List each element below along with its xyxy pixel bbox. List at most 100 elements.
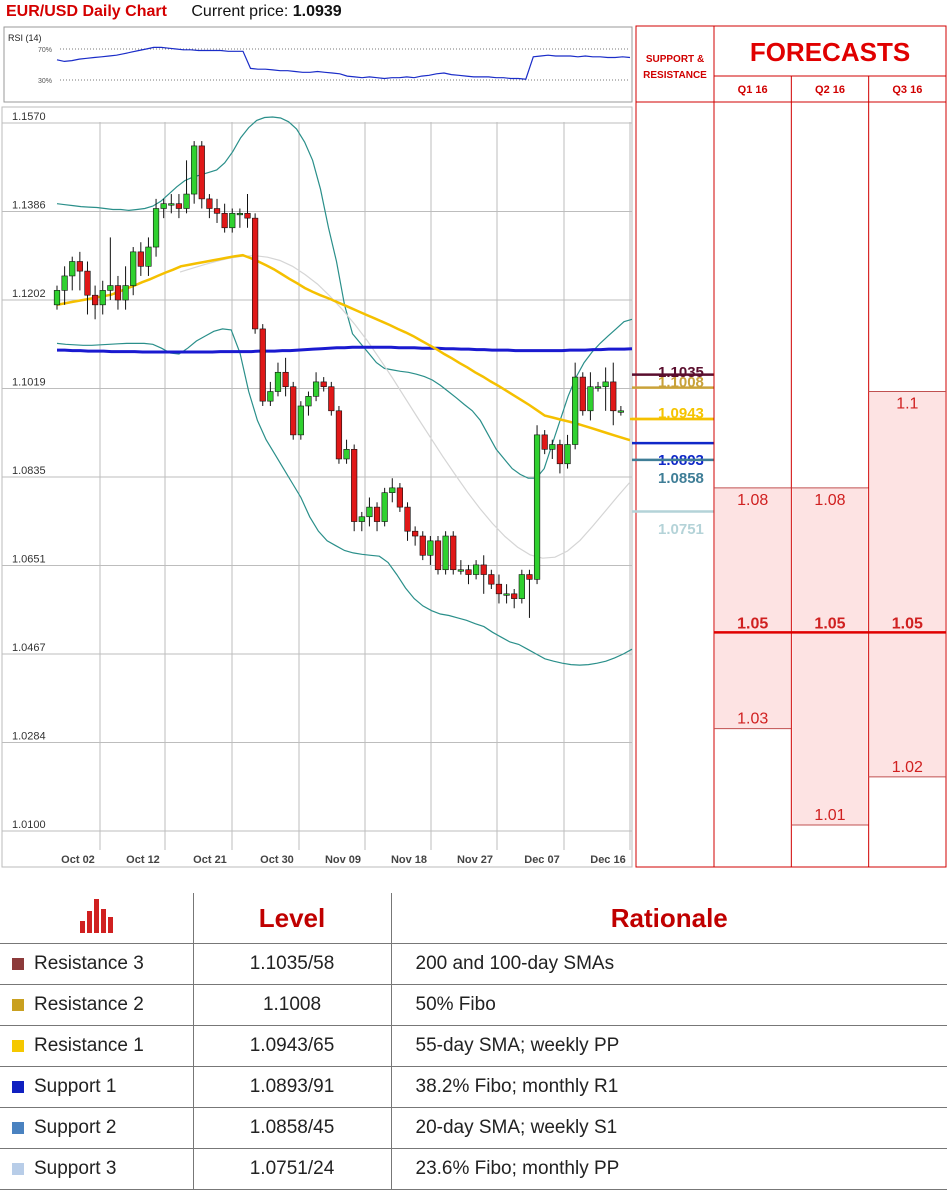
candle [480,555,487,594]
forecast-range [792,487,868,825]
level-swatch [12,999,24,1011]
forecast-low-label: 1.02 [892,759,923,776]
candle [366,497,373,527]
candle [389,478,396,503]
candle [572,362,579,450]
x-tick-label: Oct 12 [126,854,160,866]
sr-level-label: 1.1008 [658,374,704,391]
candle [579,372,586,416]
candle [556,439,564,474]
candle [511,589,518,609]
rationale-column-header: Rationale [390,893,947,944]
forecast-column: Q3 16 1.1 1.05 1.02 [868,76,946,867]
level-name-text: Support 1 [34,1076,117,1097]
forecast-high-label: 1.08 [814,492,845,509]
forecast-range [869,391,945,777]
y-tick-label: 1.1570 [12,111,46,123]
candle [457,560,464,575]
candle [343,439,350,464]
level-name-text: Resistance 3 [34,953,144,974]
candle [594,381,602,392]
level-swatch [12,958,24,970]
candle [419,531,426,561]
candle [533,425,541,585]
candle [404,502,411,541]
x-tick-label: Dec 16 [590,854,625,866]
x-tick-label: Nov 09 [325,854,361,866]
price-chart: 1.1570 1.1386 1.1202 1.1019 1.0835 1.0651 1.04… [1,106,633,868]
level-name: Support 1 [0,1066,194,1108]
x-tick-label: Oct 02 [61,854,95,866]
candle [335,405,343,464]
quarter-label: Q3 16 [892,84,922,96]
candle [526,569,533,618]
rsi-level-70-label: 70% [38,47,52,54]
level-value: 1.0893/91 [192,1066,392,1108]
sr-level-label: 1.1035 [658,364,704,381]
rsi-level-30-label: 30% [38,78,52,85]
sr-title: SUPPORT & RESISTANCE [643,54,707,81]
forecast-low-label: 1.03 [737,711,768,728]
candle [92,285,99,320]
candle [602,367,609,411]
candle [564,434,571,469]
level-name: Support 3 [0,1148,194,1190]
y-tick-label: 1.1386 [12,200,46,212]
y-tick-label: 1.1019 [12,377,46,389]
forecast-title: FORECASTS [750,37,910,67]
candle [412,526,419,546]
x-tick-label: Nov 18 [391,854,427,866]
candle [442,531,449,575]
candle [297,401,304,440]
levels-table-row: Resistance 3 1.1035/58 200 and 100-day SMA… [0,943,947,985]
candle [122,266,129,310]
levels-table-row: Support 1 1.0893/91 38.2% Fibo; monthly R1 [0,1066,947,1108]
candle [160,198,167,219]
y-tick-label: 1.1202 [12,288,46,300]
chart-area: RSI (14) 70% 30% 1.1570 1.1386 1.1202 1.101… [1,25,947,868]
level-rationale: 200 and 100-day SMAs [390,943,947,985]
candle [518,569,525,604]
candle [213,198,221,223]
levels-table-row: Support 3 1.0751/24 23.6% Fibo; monthly PP [0,1148,947,1190]
candle [130,247,137,296]
candle [396,483,404,512]
levels-table-row: Resistance 2 1.1008 50% Fibo [0,984,947,1026]
y-tick-label: 1.0467 [12,642,46,654]
x-tick-label: Nov 27 [457,854,493,866]
level-name: Resistance 2 [0,984,194,1026]
sma-55-line [56,253,631,442]
sr-panel: SUPPORT & RESISTANCE 1.10351.10081.09431.… [630,25,715,868]
current-price-label: Current price: [191,3,289,20]
x-tick-label: Oct 21 [193,854,227,866]
level-rationale: 50% Fibo [390,984,947,1026]
y-tick-label: 1.0100 [12,819,46,831]
chart-title: EUR/USD Daily Chart [6,3,167,20]
candle [617,405,624,416]
candle [168,194,175,214]
y-axis: 1.1570 1.1386 1.1202 1.1019 1.0835 1.0651 1.04… [12,111,46,831]
candle [450,531,457,575]
forecast-mid-label: 1.05 [892,615,923,632]
candle [312,372,320,402]
candle [320,377,327,392]
candle [587,372,594,421]
forecast-low-label: 1.01 [814,807,845,824]
level-swatch [12,1081,24,1093]
level-rationale: 20-day SMA; weekly S1 [390,1107,947,1149]
candle [99,280,106,315]
candle [282,357,289,397]
candle [221,203,228,233]
rsi-panel: RSI (14) 70% 30% [3,26,633,103]
levels-table-header: Level Rationale [0,893,947,944]
candle [114,275,122,310]
quarter-label: Q1 16 [738,84,768,96]
level-name: Support 2 [0,1107,194,1149]
candle [206,194,213,219]
candles [53,141,624,618]
candle [267,381,274,406]
price-grid [2,122,632,850]
level-swatch [12,1163,24,1175]
level-value: 1.1008 [192,984,392,1026]
